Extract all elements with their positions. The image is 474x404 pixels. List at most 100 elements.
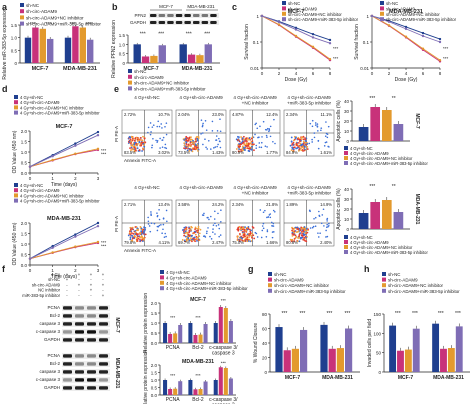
chart-e-mcf7-bar (381, 110, 392, 141)
flow-top-1-event (193, 148, 195, 151)
flow-bot-0-event (139, 239, 142, 242)
chart-a-bar (72, 26, 79, 63)
chart-e-mcf7-sig-label: *** (369, 96, 375, 102)
chart-c-mcf7-point (311, 36, 315, 39)
blot-f-mcf7-band (75, 330, 84, 334)
flow-bot-2-event (250, 234, 252, 237)
flow-top-2-event (237, 139, 239, 141)
blot-f-mcf7-band (63, 306, 72, 310)
chart-h-category-label: MCF-7 (398, 375, 413, 381)
flow-top-0-event (156, 125, 159, 128)
flow-top-3-event (295, 147, 297, 150)
blot-f-mda-band (75, 386, 84, 390)
chart-b-bar (196, 55, 204, 63)
legend-c-left-label: sh-circ-ADAM9+NC inhibitor (288, 12, 342, 17)
chart-e-mda-y-tick-label: 40 (344, 187, 350, 192)
flow-bot-2-q1-value: 2.34% (232, 202, 244, 207)
flow-bot-0-event (136, 228, 139, 231)
blot-f-mcf7-row-label: PCNA (47, 305, 60, 310)
flow-top-3-event (303, 148, 306, 151)
flow-top-0-event (144, 141, 147, 144)
chart-h-sig-label: *** (455, 311, 461, 317)
flow-top-1-event (195, 136, 198, 139)
flow-bot-2-event (243, 235, 246, 238)
chart-h-sig-label: *** (412, 311, 418, 317)
flow-top-1-event (202, 122, 204, 125)
chart-f-mda-y-tick-label: 1.5 (151, 371, 158, 376)
flow-top-0-event (138, 140, 141, 143)
flow-top-0-event (147, 126, 150, 129)
blot-f-sign: + (66, 277, 69, 282)
chart-e-mda-bar (358, 213, 369, 229)
flow-bot-0-event (158, 218, 161, 221)
flow-bot-2-event (237, 235, 239, 238)
flow-bot-3-event (302, 233, 305, 236)
flow-top-3-event (327, 125, 330, 128)
flow-top-3-event (301, 146, 304, 149)
flow-bot-0-event (147, 220, 150, 223)
flow-bot-2-event (272, 209, 275, 212)
chart-d-mda-y-title: OD Value (450 nm) (12, 222, 18, 265)
chart-e-mcf7-y-tick-label: 10 (344, 129, 350, 134)
flow-bot-1-event (197, 238, 200, 241)
blot-f-mda-lane-bg (62, 369, 110, 375)
flow-bot-1-event (188, 230, 191, 232)
flow-top-0-event (129, 147, 131, 150)
flow-bot-2-event (261, 225, 264, 227)
chart-d-mcf7-point (96, 134, 100, 137)
flow-bot-1-event (185, 239, 188, 242)
flow-top-3-event (308, 142, 311, 145)
chart-d-mcf7-point (96, 147, 100, 151)
flow-bot-2-event (259, 209, 262, 211)
legend-d-bottom-label: 4 Gy+sh-circ-ADAM9+NC inhibitor (20, 193, 84, 198)
flow-bot-3-event (297, 236, 300, 239)
chart-g-sig-label: *** (344, 311, 350, 317)
blot-f-mda-band (75, 362, 84, 366)
flow-top-1-event (189, 139, 192, 141)
chart-f-mda-bar (198, 389, 203, 395)
flow-bot-0-event (130, 232, 133, 234)
flow-bot-2-event (264, 209, 266, 212)
flow-bot-2-event (251, 232, 254, 235)
flow-top-0-event (130, 144, 133, 147)
chart-h-bar (389, 325, 397, 372)
flow-top-3-event (292, 139, 295, 142)
blot-b-band (150, 14, 157, 17)
flow-top-2-event (261, 136, 263, 138)
flow-top-1-event (189, 144, 191, 147)
flow-bot-3-event (305, 236, 308, 239)
chart-b-sig-label: *** (140, 32, 146, 38)
flow-top-3-event (300, 138, 303, 140)
chart-a-bar (87, 39, 94, 63)
blot-f-mda-band (75, 354, 84, 358)
chart-d-mcf7-y-tick-label: 1.0 (21, 150, 28, 155)
flow-bot-3-event (325, 229, 327, 232)
flow-bot-1-event (203, 212, 205, 215)
legend-a-swatch (20, 9, 24, 14)
blot-f-mda-lane-bg (62, 385, 110, 391)
chart-h-y-tick-label: 150 (373, 312, 381, 317)
chart-d-mda-point (51, 244, 54, 248)
flow-bot-0-event (128, 231, 131, 234)
flow-top-3-q3-value: 1.61% (320, 150, 332, 155)
chart-c-mcf7-point (260, 14, 264, 18)
flow-bot-1-event (201, 214, 204, 216)
chart-d-mcf7-x-tick-label: 1 (51, 176, 54, 181)
flow-bot-2-event (271, 236, 274, 239)
flow-bot-1-event (196, 236, 199, 239)
chart-h-y-tick-label: 0 (378, 370, 381, 375)
flow-top-3-event (311, 141, 313, 143)
blot-f-sign: + (102, 293, 105, 298)
legend-d-top-label: 4 Gy+sh-circ-ADAM9+miR-383-5p inhibitor (20, 111, 100, 116)
chart-c-mda-point (404, 35, 408, 38)
chart-g-bar (283, 350, 291, 372)
blot-f-mcf7-band (63, 314, 72, 318)
flow-bot-1-event (219, 234, 222, 236)
blot-f-sign: + (78, 282, 81, 287)
chart-d-mcf7-x-tick-label: 3 (97, 176, 100, 181)
flow-top-2-event (250, 148, 253, 151)
flow-bot-1-event (215, 224, 218, 227)
chart-d-mda-y-tick-label: 1.0 (21, 242, 28, 247)
chart-f-mda-bar (213, 380, 218, 395)
flow-top-2-event (245, 137, 248, 140)
